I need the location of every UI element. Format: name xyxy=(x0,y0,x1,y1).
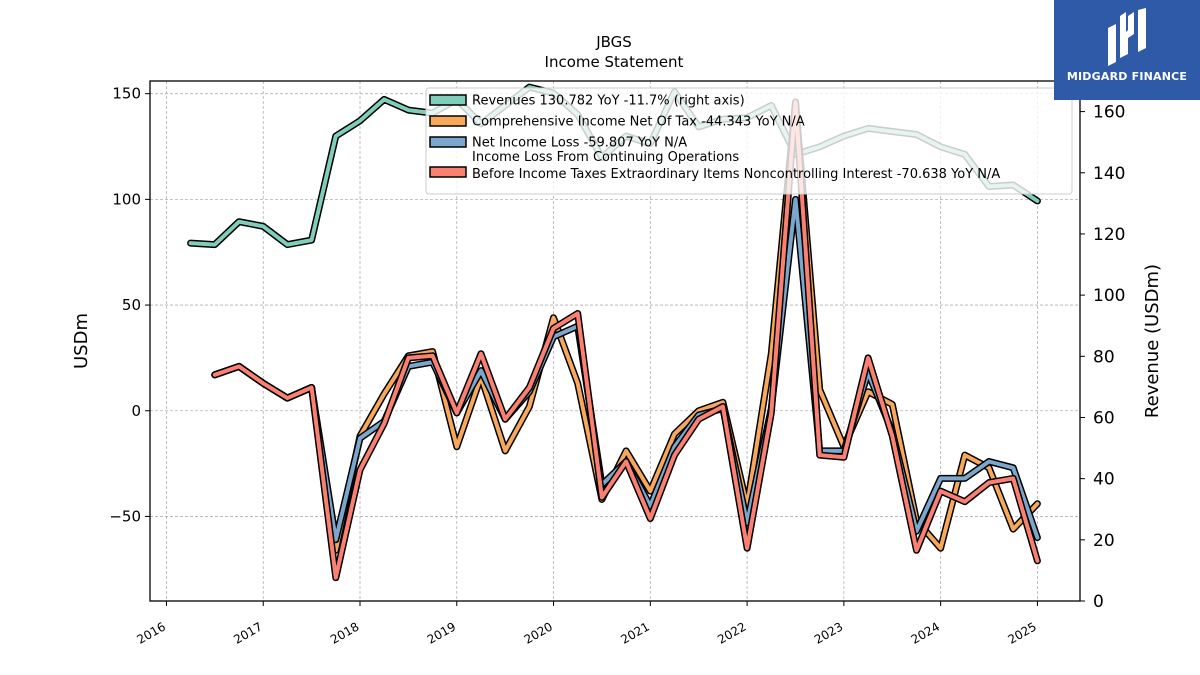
y-right-tick-label: 0 xyxy=(1093,592,1104,612)
y-right-tick-label: 120 xyxy=(1093,225,1125,245)
y-tick-label: 50 xyxy=(122,296,141,314)
chart-title: JBGS xyxy=(595,33,632,51)
legend-label: Comprehensive Income Net Of Tax -44.343 … xyxy=(472,115,805,130)
y-tick-label: −50 xyxy=(109,507,141,525)
legend-label: Net Income Loss -59.807 YoY N/A xyxy=(472,136,687,151)
plot-frame xyxy=(149,80,1081,602)
legend-swatch xyxy=(429,136,467,148)
midgard-finance-logo: MIDGARD FINANCE xyxy=(1054,0,1200,100)
y-tick-label: 0 xyxy=(131,402,141,420)
legend-label: Income Loss From Continuing Operations Be… xyxy=(472,150,1000,182)
logo-text: MIDGARD FINANCE xyxy=(1066,70,1188,83)
y-right-tick-label: 100 xyxy=(1093,286,1125,306)
legend-swatch xyxy=(429,115,467,127)
y-axis-label: USDm xyxy=(71,313,92,369)
legend-swatch xyxy=(429,166,467,178)
series-3 xyxy=(211,98,1041,582)
y-tick-label: 150 xyxy=(112,85,141,103)
y-axis-right-label: Revenue (USDm) xyxy=(1142,264,1163,418)
y-right-tick-label: 140 xyxy=(1093,164,1125,184)
y-right-tick-label: 160 xyxy=(1093,103,1125,123)
series-line xyxy=(212,100,1040,580)
y-right-tick-label: 40 xyxy=(1093,470,1115,490)
legend-swatch xyxy=(429,94,467,106)
legend: Revenues 130.782 YoY -11.7% (right axis)… xyxy=(425,87,1073,195)
legend-box xyxy=(425,87,1073,195)
y-right-tick-label: 80 xyxy=(1093,347,1115,367)
chart-subtitle: Income Statement xyxy=(545,53,684,71)
legend-label: Revenues 130.782 YoY -11.7% (right axis) xyxy=(472,94,745,109)
y-tick-label: 100 xyxy=(112,190,141,208)
y-right-tick-label: 20 xyxy=(1093,531,1115,551)
y-right-tick-label: 60 xyxy=(1093,408,1115,428)
logo-emblem-icon xyxy=(1108,8,1146,66)
